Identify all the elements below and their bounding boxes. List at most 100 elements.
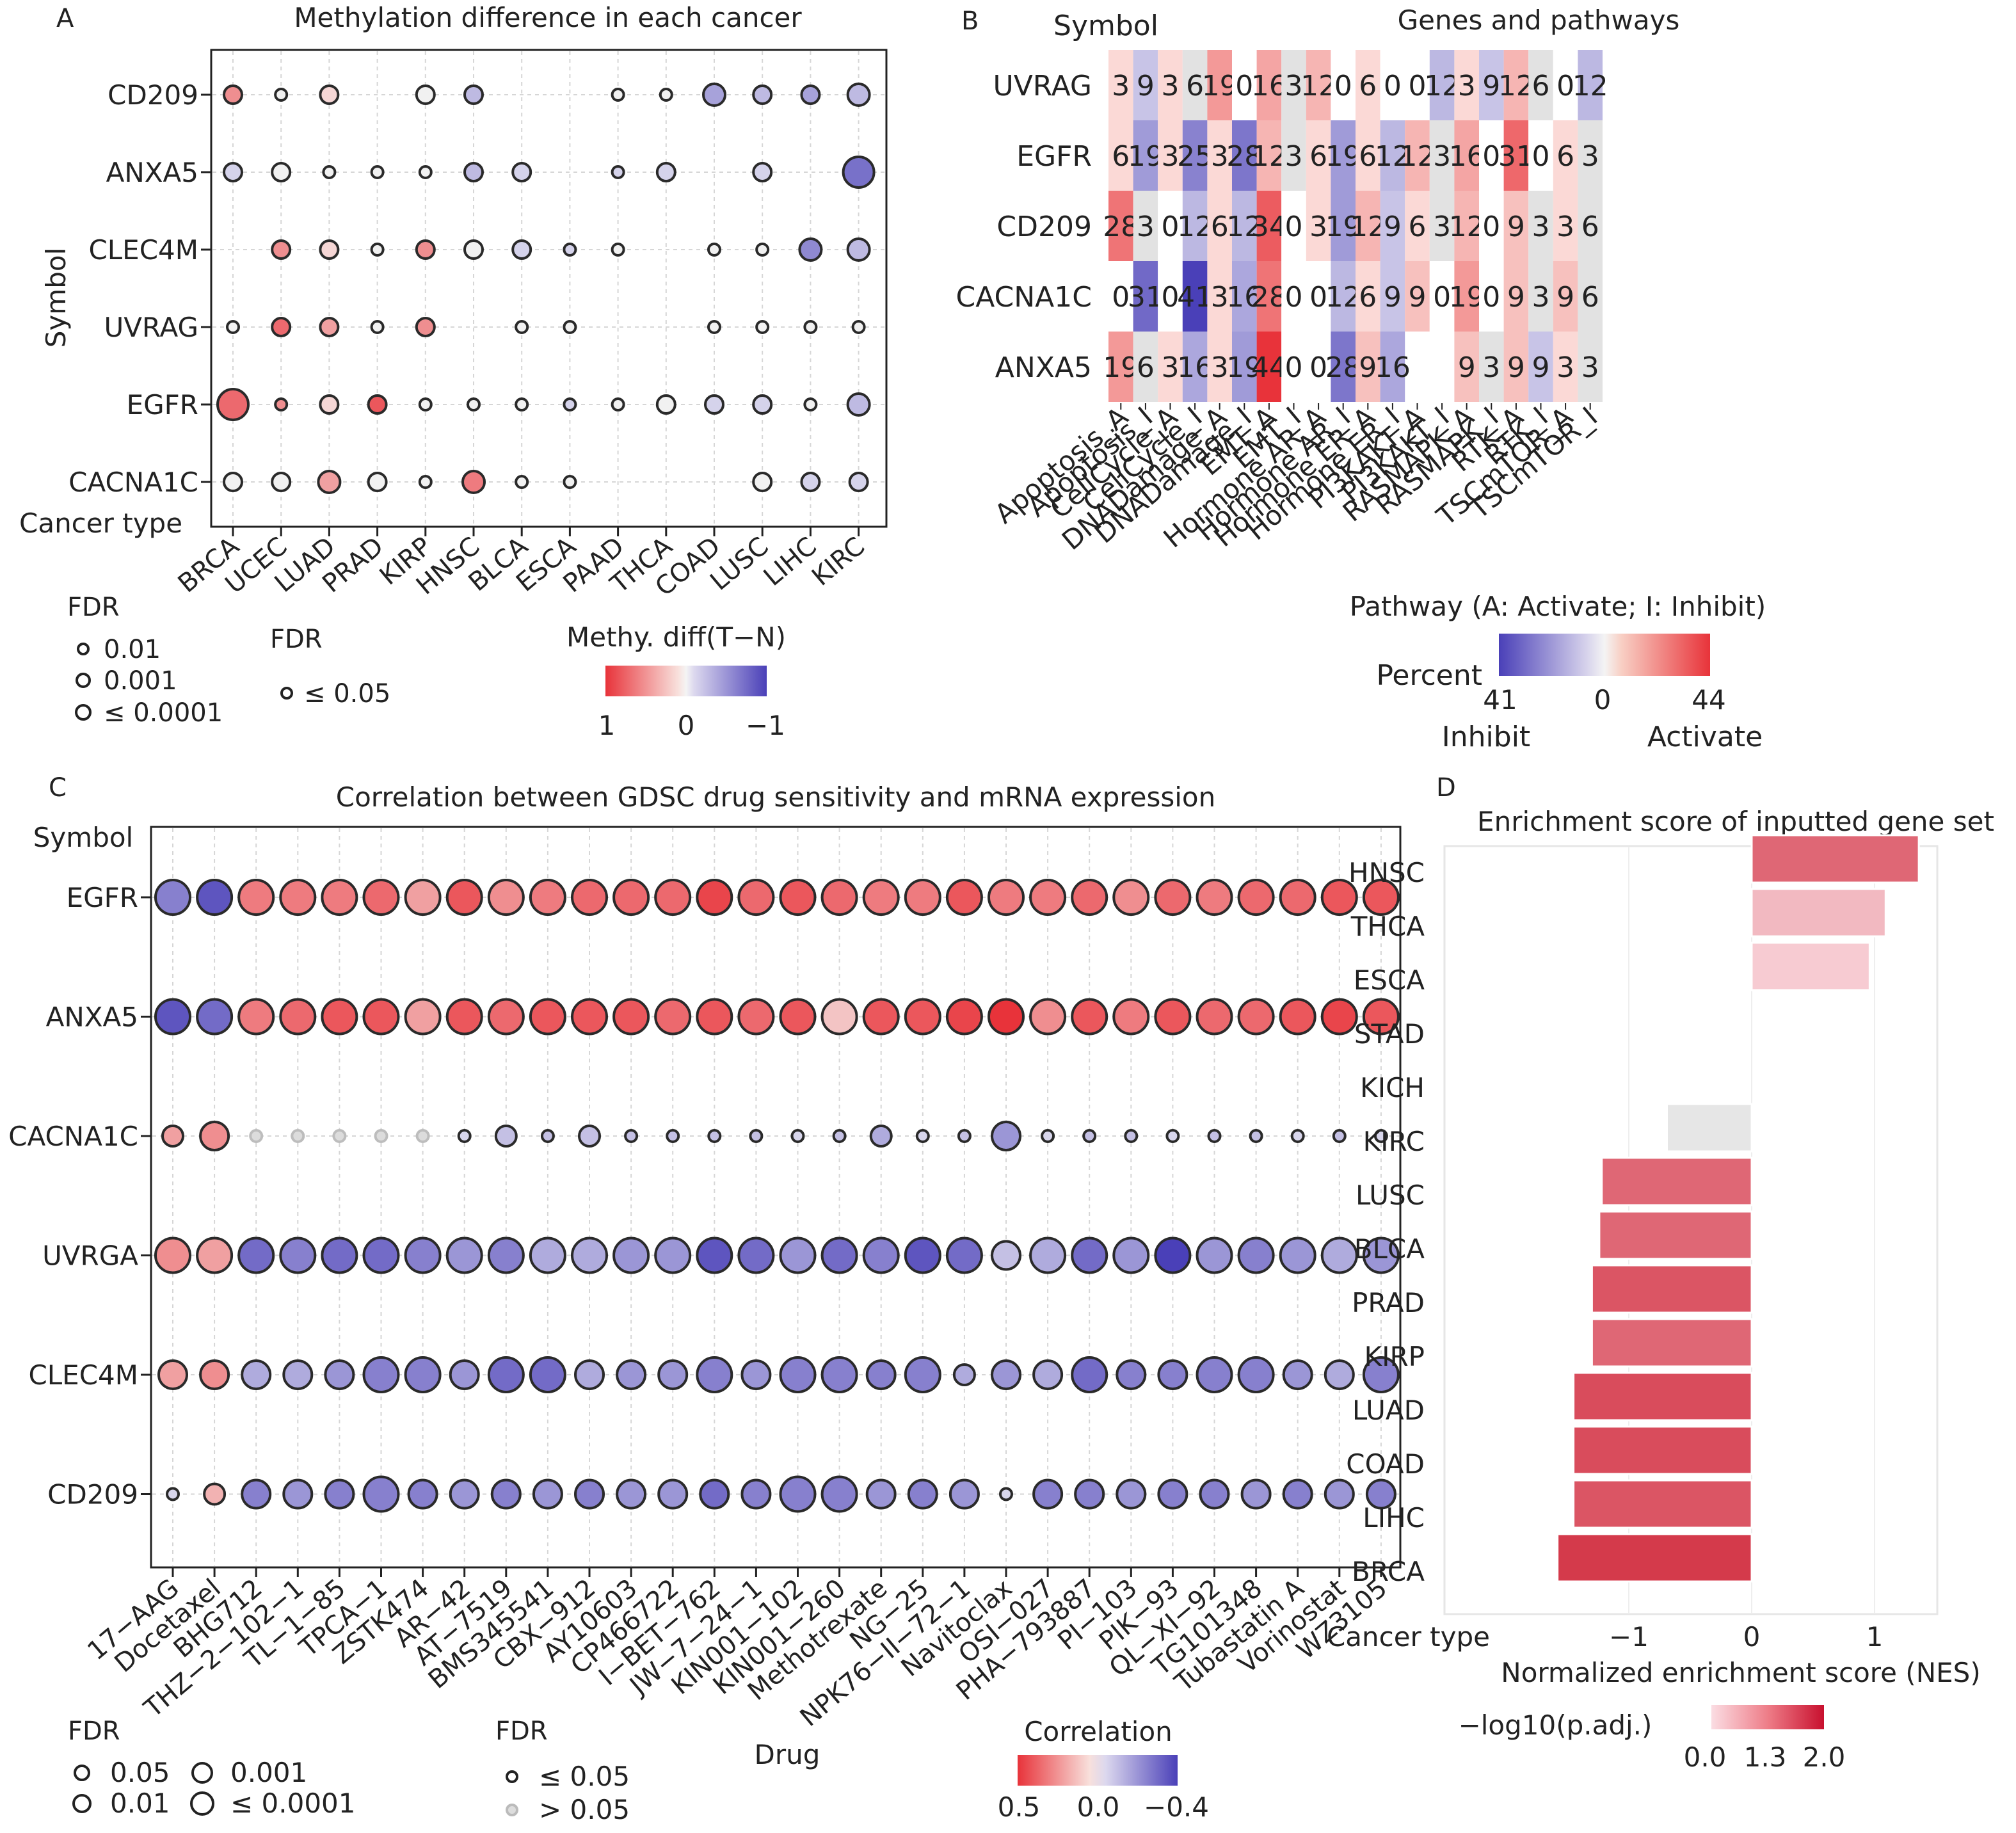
correlation-point [321,879,358,916]
nes-bar [1572,1425,1753,1475]
cell-value: 0 [1162,281,1180,314]
cell-value: 3 [1532,211,1550,243]
methylation-point [563,397,577,412]
heatmap-cell [1479,50,1504,120]
correlation-point [945,879,983,916]
sig-label-2: > 0.05 [539,1794,630,1825]
cell-value: 3 [1211,351,1229,384]
correlation-point [862,1237,900,1274]
panel-a-color-legend: Methy. diff(T−N) 1 0 −1 [566,621,786,741]
methylation-point [563,320,577,334]
methylation-point [370,165,385,179]
cell-value: 9 [1384,211,1402,243]
methylation-point [415,84,436,105]
heatmap-cell [1158,191,1183,261]
correlation-point [988,998,1025,1036]
heatmap-cell [1108,332,1133,402]
cell-value: 3 [1162,140,1180,173]
panel-a-x-tick-labels: BRCAUCECLUADPRADKIRPHNSCBLCAESCAPAADTHCA… [173,527,870,602]
heatmap-cell [1232,120,1257,191]
cell-value: 9 [1384,281,1402,314]
y-tick-label: CD209 [108,79,198,111]
cell-value: 3 [1285,70,1303,102]
y-tick-label: ANXA5 [46,1002,138,1033]
cell-value: 3 [1532,281,1550,314]
correlation-point-nonsig [291,1129,305,1143]
correlation-point [991,1240,1021,1271]
panel-c-title: Correlation between GDSC drug sensitivit… [336,781,1215,813]
cell-value: 44 [1251,351,1287,384]
correlation-point [282,1478,314,1510]
cell-value: 9 [1137,70,1155,102]
methylation-point [274,397,289,412]
cell-value: 3 [1137,211,1155,243]
correlation-point [907,1478,938,1510]
correlation-point [1332,1129,1347,1143]
correlation-point [321,1237,358,1274]
correlation-point [196,998,234,1036]
cell-value: 3 [1581,351,1599,384]
heatmap-cell [1281,120,1306,191]
cell-value: 6 [1409,211,1427,243]
correlation-point [1157,1478,1188,1510]
methylation-point [223,162,243,182]
legend-title: FDR [495,1717,548,1746]
methylation-point [319,84,340,105]
heatmap-cell [1281,332,1306,402]
correlation-point [952,1363,976,1386]
methylation-point [322,165,337,179]
cell-value: 0 [1285,211,1303,243]
panel-d-title: Enrichment score of inputted gene set [1477,806,1994,837]
correlation-point [612,998,650,1036]
correlation-point [699,1478,730,1510]
heatmap-cell [1405,120,1430,191]
correlation-point [779,879,817,916]
color-bar [1499,634,1710,676]
correlation-point [779,1356,817,1393]
heatmap-cell [1158,120,1183,191]
legend-high-label: Activate [1647,721,1763,753]
methylation-point [415,239,436,260]
cell-value: 16 [1177,351,1213,384]
methylation-point [846,237,871,262]
methylation-point [415,317,436,337]
cell-value: 19 [1325,140,1361,173]
panel-c-y-tick-labels: EGFR ANXA5 CACNA1C UVRGA CLEC4M CD209 [8,882,151,1510]
correlation-point [915,1129,930,1143]
correlation-point [696,1356,733,1393]
correlation-point [1237,1237,1275,1274]
cell-value: 6 [1359,140,1377,173]
cell-value: 9 [1458,351,1476,384]
correlation-point [820,1237,858,1274]
correlation-point [654,998,692,1036]
correlation-point [449,1359,480,1390]
panel-a: A Methylation difference in each cancer … [19,2,888,741]
methylation-point [752,394,773,415]
correlation-point [820,1475,858,1513]
correlation-point [737,998,775,1036]
y-tick-label: EGFR [127,389,198,420]
heatmap-cell [1479,261,1504,332]
methylation-point [463,239,484,260]
y-tick-label: CD209 [47,1479,138,1510]
cell-value: 19 [1226,351,1262,384]
y-tick-label: EGFR [1016,140,1092,173]
panel-d-x-tick-labels: −1 0 1 [1609,1621,1883,1653]
heatmap-cell [1232,332,1257,402]
panel-b-y-tick-labels: UVRAG EGFR CD209 CACNA1C ANXA5 [956,70,1092,384]
cell-value: 6 [1112,140,1130,173]
panel-d-color-legend: −log10(p.adj.) 0.0 1.3 2.0 [1459,1705,1845,1773]
correlation-point [654,879,692,916]
methylation-point [752,84,773,105]
heatmap-cell [1503,332,1529,402]
correlation-point [362,1237,400,1274]
heatmap-cell [1182,261,1208,332]
methylation-point [707,243,721,257]
heatmap-cell [1380,50,1405,120]
color-tick-1: 1 [598,710,616,741]
correlation-point [279,879,317,916]
correlation-point [1196,998,1233,1036]
cell-value: 9 [1507,281,1525,314]
correlation-point [1112,1237,1150,1274]
color-tick-3: −0.4 [1144,1791,1209,1823]
